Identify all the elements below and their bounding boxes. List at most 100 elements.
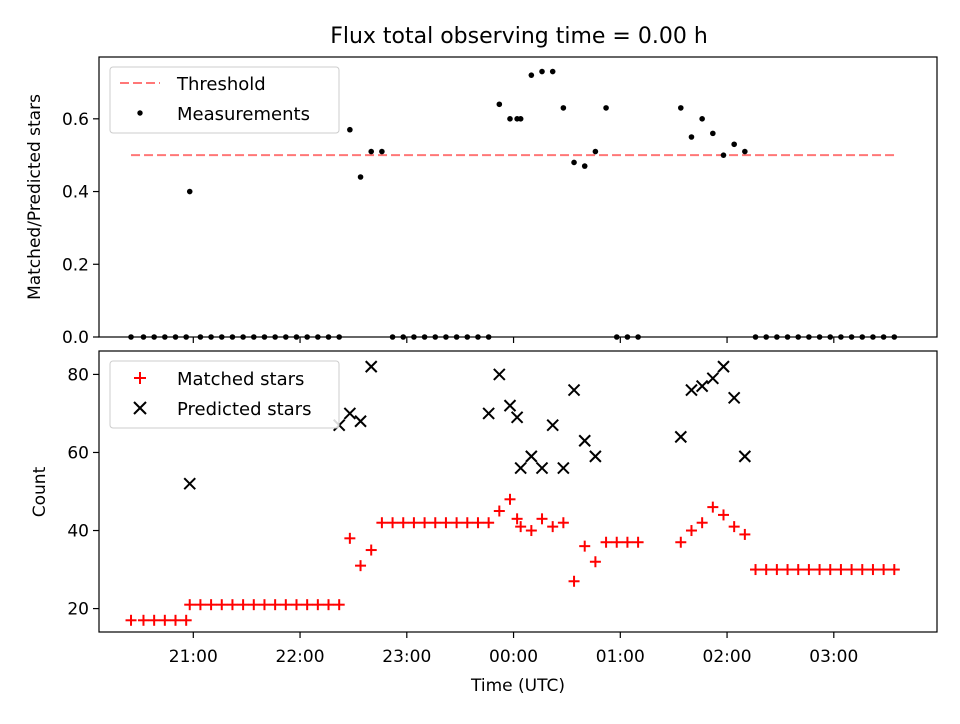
measurement-point [197,334,204,340]
matched-star-point [621,536,633,548]
measurement-point [539,68,545,75]
predicted-star-point [503,399,517,412]
matched-star-point [739,528,751,540]
matched-star-point [878,564,890,576]
predicted-star-point [514,461,527,475]
ratio-y-tick-label: 0.4 [62,183,89,203]
measurement-point [432,334,439,340]
count-x-tick-label: 22:00 [276,647,325,667]
matched-star-point [170,614,182,626]
matched-star-point [159,614,171,626]
matched-star-point [696,517,708,529]
measurement-point [229,334,236,340]
predicted-star-point [695,379,709,393]
predicted-star-point [354,415,367,428]
measurement-point [581,163,588,169]
predicted-star-point [510,411,524,424]
measurement-point [827,334,834,340]
measurement-point [560,105,567,111]
matched-legend-swatch [134,372,146,384]
matched-star-point [440,517,452,529]
measurement-point [453,334,460,340]
matched-star-point [685,525,697,537]
measurement-point [677,105,684,111]
measurement-point [699,116,705,122]
matched-star-point [280,599,292,611]
matched-star-point [472,517,484,529]
matched-star-point [707,501,719,513]
measurement-point [635,334,641,340]
measurement-point [816,334,823,340]
measurement-point [880,334,887,340]
count-legend-box [109,360,340,429]
measurement-point [571,159,577,166]
predicted-star-point [685,383,698,397]
predicted-star-point [578,434,591,447]
measurement-point [183,334,189,340]
ratio-y-tick-label: 0.6 [62,110,89,130]
count-x-tick-label: 23:00 [382,647,431,667]
measurement-point [752,334,759,340]
matched-star-point [248,599,260,611]
predicted-star-point [674,430,688,444]
matched-star-point [760,564,772,576]
ratio-legend: Threshold Measurements [109,66,340,134]
matched-star-point [216,599,228,611]
count-x-ticks: 21:00 22:00 23:00 00:00 01:00 02:00 03:00 [169,632,858,667]
matched-star-point [301,599,313,611]
measurement-point [128,334,134,340]
predicted-star-point [183,477,196,490]
ratio-panel: 0.0 0.2 0.4 0.6 Matched/Predicted stars Thr… [25,56,938,348]
matched-star-point [525,525,537,537]
matched-star-point [792,564,804,576]
measurement-point [731,141,737,148]
count-x-tick-label: 21:00 [169,647,218,667]
measurement-point [240,334,246,340]
measurement-point [283,334,289,340]
matched-star-point [312,599,324,611]
matched-star-point [184,599,196,611]
measurement-point [379,148,385,155]
ratio-y-ticks: 0.0 0.2 0.4 0.6 [62,110,99,348]
predicted-star-point [717,360,730,373]
ratio-x-ticks [192,337,835,343]
measurement-point [742,148,748,155]
matched-star-point [579,540,591,552]
measurement-point [774,334,780,340]
count-marks [125,360,900,626]
matched-star-point [717,509,729,521]
matched-star-point [515,521,527,533]
measurement-point [218,334,225,340]
matched-star-point [504,493,516,505]
measurement-point [443,334,449,340]
count-y-tick-label: 20 [67,600,89,620]
measurement-point [688,134,695,140]
measurement-point [517,116,524,122]
measurement-point [592,148,599,155]
predicted-legend-label: Predicted stars [177,399,311,420]
measurement-point [315,334,321,340]
measurement-point [400,334,407,340]
matched-star-point [547,521,559,533]
matched-star-point [568,575,580,587]
predicted-star-point [738,450,752,463]
measurement-point [507,116,513,122]
matched-star-point [419,517,431,529]
measurement-point [411,334,417,340]
matched-legend-label: Matched stars [177,369,304,390]
matched-star-point [137,614,149,626]
matched-star-point [148,614,160,626]
measurement-point [720,152,727,158]
matched-star-point [355,560,367,572]
matched-star-point [536,513,548,525]
measurement-point [368,148,375,155]
measurement-point [891,334,898,340]
threshold-legend-label: Threshold [176,74,266,95]
measurement-point [496,101,503,108]
matched-star-point [290,599,302,611]
matched-star-point [557,517,569,529]
matched-star-point [461,517,473,529]
matched-star-point [226,599,238,611]
matched-star-point [194,599,206,611]
